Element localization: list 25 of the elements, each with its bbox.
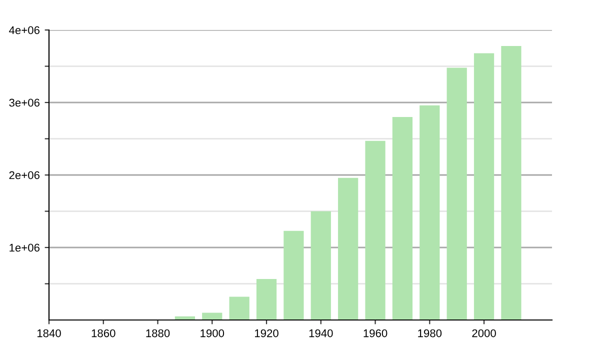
bar (420, 105, 440, 320)
x-tick-label: 1900 (200, 329, 224, 338)
bar (474, 53, 494, 320)
y-tick-label: 1e+06 (10, 244, 40, 252)
bar (256, 279, 277, 320)
bar (284, 230, 304, 320)
x-tick-label: 1860 (92, 329, 116, 338)
bar (310, 211, 331, 320)
bar (501, 46, 522, 320)
y-tick-label: 2e+06 (9, 171, 40, 180)
y-tick-label: 4e+06 (9, 26, 40, 34)
y-tick-label: 3e+06 (9, 98, 40, 107)
x-tick-label: 1840 (37, 329, 61, 338)
x-tick-label: 1940 (309, 329, 333, 338)
x-tick-label: 1880 (146, 329, 170, 338)
bar (365, 140, 386, 320)
x-tick-label: 1920 (255, 329, 278, 338)
x-tick-label: 1980 (418, 329, 442, 338)
bar (338, 178, 358, 320)
bar (202, 312, 222, 320)
x-tick-label: 2000 (472, 329, 496, 338)
x-tick-label: 1960 (364, 329, 388, 338)
bar (229, 296, 250, 320)
bar (446, 68, 467, 320)
bar (392, 117, 413, 320)
